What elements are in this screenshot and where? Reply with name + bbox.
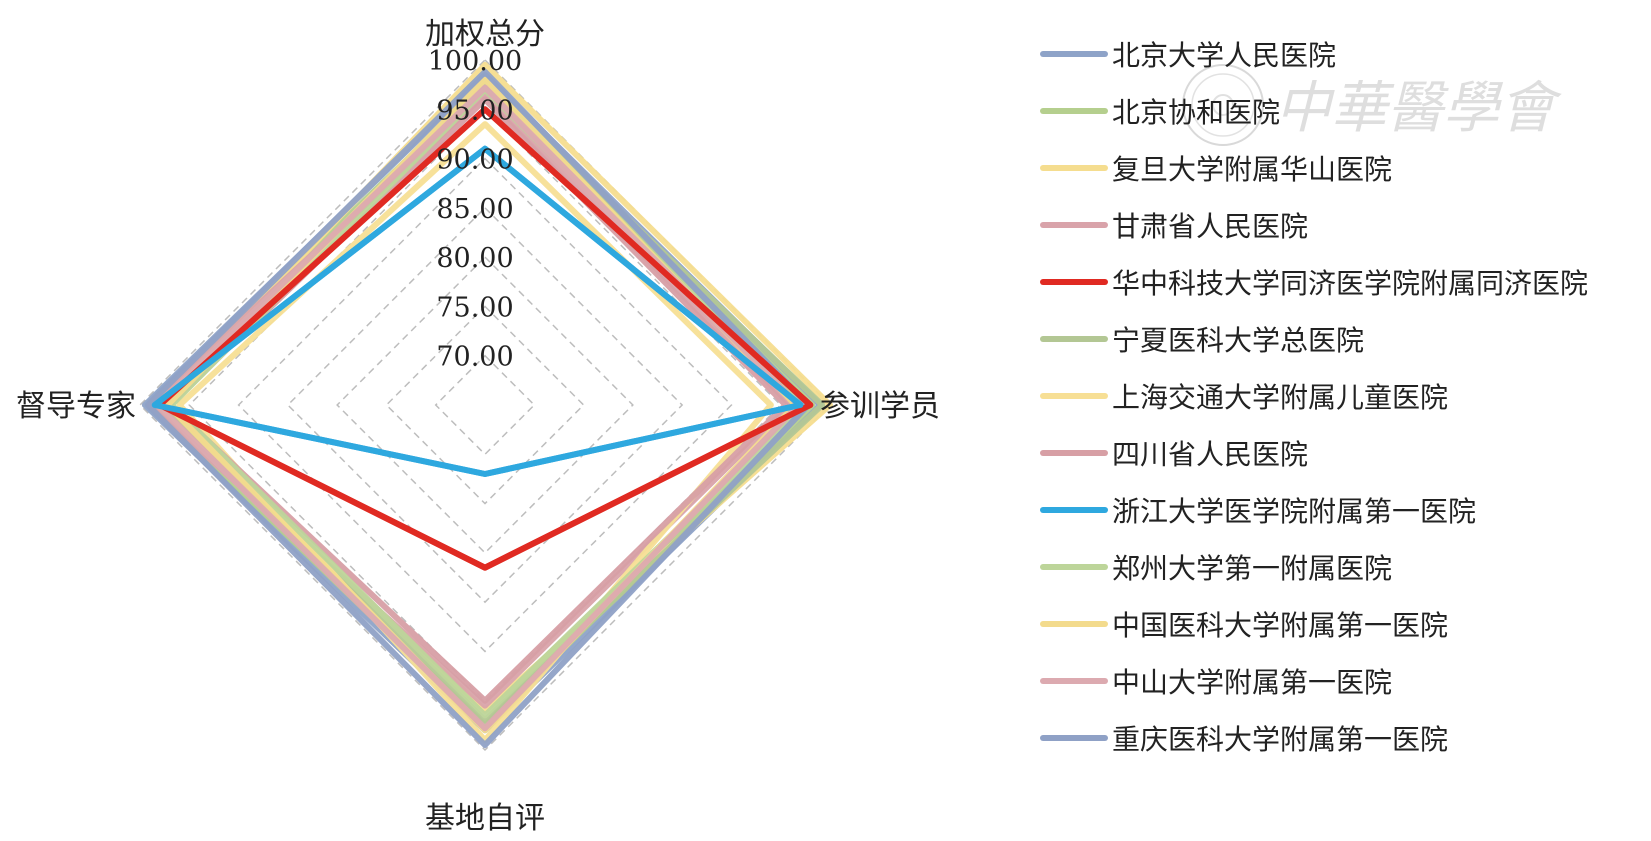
- legend-label: 上海交通大学附属儿童医院: [1112, 381, 1449, 414]
- series-line: [166, 96, 789, 704]
- legend-item: 宁夏医科大学总医院: [1040, 315, 1650, 363]
- series-line: [144, 68, 812, 749]
- radar-series: [141, 61, 833, 749]
- legend-label: 中国医科大学附属第一医院: [1112, 609, 1449, 642]
- legend-swatch: [1040, 279, 1108, 285]
- legend-swatch: [1040, 393, 1108, 399]
- legend-swatch: [1040, 564, 1108, 570]
- legend-swatch: [1040, 165, 1108, 171]
- radar-chart: 100.00 95.00 90.00 85.00 80.00 75.00 70.00 加权总…: [16, 17, 940, 836]
- tick-label: 85.00: [436, 194, 513, 225]
- legend-swatch: [1040, 222, 1108, 228]
- legend-label: 北京大学人民医院: [1112, 39, 1337, 72]
- legend-label: 甘肃省人民医院: [1112, 210, 1309, 243]
- tick-label: 80.00: [436, 243, 513, 274]
- axis-label: 基地自评: [425, 801, 545, 836]
- legend-swatch: [1040, 51, 1108, 57]
- tick-label: 70.00: [436, 342, 513, 373]
- legend-label: 重庆医科大学附属第一医院: [1112, 723, 1449, 756]
- tick-label: 75.00: [436, 292, 513, 323]
- series-line: [146, 91, 794, 709]
- series-line: [176, 121, 774, 744]
- legend-swatch: [1040, 735, 1108, 741]
- legend-label: 四川省人民医院: [1112, 438, 1309, 471]
- legend-item: 复旦大学附属华山医院: [1040, 144, 1650, 192]
- legend-label: 郑州大学第一附属医院: [1112, 552, 1393, 585]
- axis-label: 参训学员: [820, 389, 940, 424]
- legend: 北京大学人民医院 北京协和医院复旦大学附属华山医院 甘肃省人民医院华中科技大学同济医…: [1040, 30, 1650, 771]
- grid-ring: [286, 206, 684, 604]
- tick-label: 100.00: [428, 46, 522, 77]
- legend-item: 中山大学附属第一医院: [1040, 657, 1650, 705]
- grid-ring: [336, 256, 634, 554]
- series-line-highlight: [151, 145, 804, 477]
- legend-label: 复旦大学附属华山医院: [1112, 153, 1393, 186]
- legend-label: 浙江大学医学院附属第一医院: [1112, 495, 1477, 528]
- legend-label: 中山大学附属第一医院: [1112, 666, 1393, 699]
- legend-swatch: [1040, 336, 1108, 342]
- series-line: [148, 81, 816, 729]
- legend-swatch: [1040, 108, 1108, 114]
- legend-label: 华中科技大学同济医学院附属同济医院: [1112, 267, 1589, 300]
- axis-label: 加权总分: [425, 17, 545, 52]
- legend-item: 华中科技大学同济医学院附属同济医院: [1040, 258, 1650, 306]
- series-line-highlight: [156, 106, 814, 571]
- legend-item: 北京大学人民医院: [1040, 30, 1650, 78]
- legend-swatch: [1040, 507, 1108, 513]
- legend-item: 上海交通大学附属儿童医院: [1040, 372, 1650, 420]
- series-line: [168, 86, 809, 719]
- legend-item: 重庆医科大学附属第一医院: [1040, 714, 1650, 762]
- tick-label: 90.00: [436, 145, 513, 176]
- grid-ring: [434, 354, 536, 456]
- grid-ring: [385, 305, 585, 505]
- axis-label: 督导专家: [16, 389, 136, 424]
- legend-item: 郑州大学第一附属医院: [1040, 543, 1650, 591]
- legend-label: 北京协和医院: [1112, 96, 1281, 129]
- series-line: [161, 78, 826, 724]
- radial-tick-labels: 100.00 95.00 90.00 85.00 80.00 75.00 70.00: [428, 46, 522, 373]
- legend-label: 宁夏医科大学总医院: [1112, 324, 1365, 357]
- series-line: [154, 84, 802, 732]
- legend-swatch: [1040, 678, 1108, 684]
- legend-item: 浙江大学医学院附属第一医院: [1040, 486, 1650, 534]
- series-line: [164, 76, 799, 734]
- grid-ring: [237, 157, 733, 653]
- legend-swatch: [1040, 621, 1108, 627]
- legend-item: 四川省人民医院: [1040, 429, 1650, 477]
- legend-item: 甘肃省人民医院: [1040, 201, 1650, 249]
- legend-item: 北京协和医院: [1040, 87, 1650, 135]
- legend-item: 中国医科大学附属第一医院: [1040, 600, 1650, 648]
- tick-label: 95.00: [436, 95, 513, 126]
- legend-swatch: [1040, 450, 1108, 456]
